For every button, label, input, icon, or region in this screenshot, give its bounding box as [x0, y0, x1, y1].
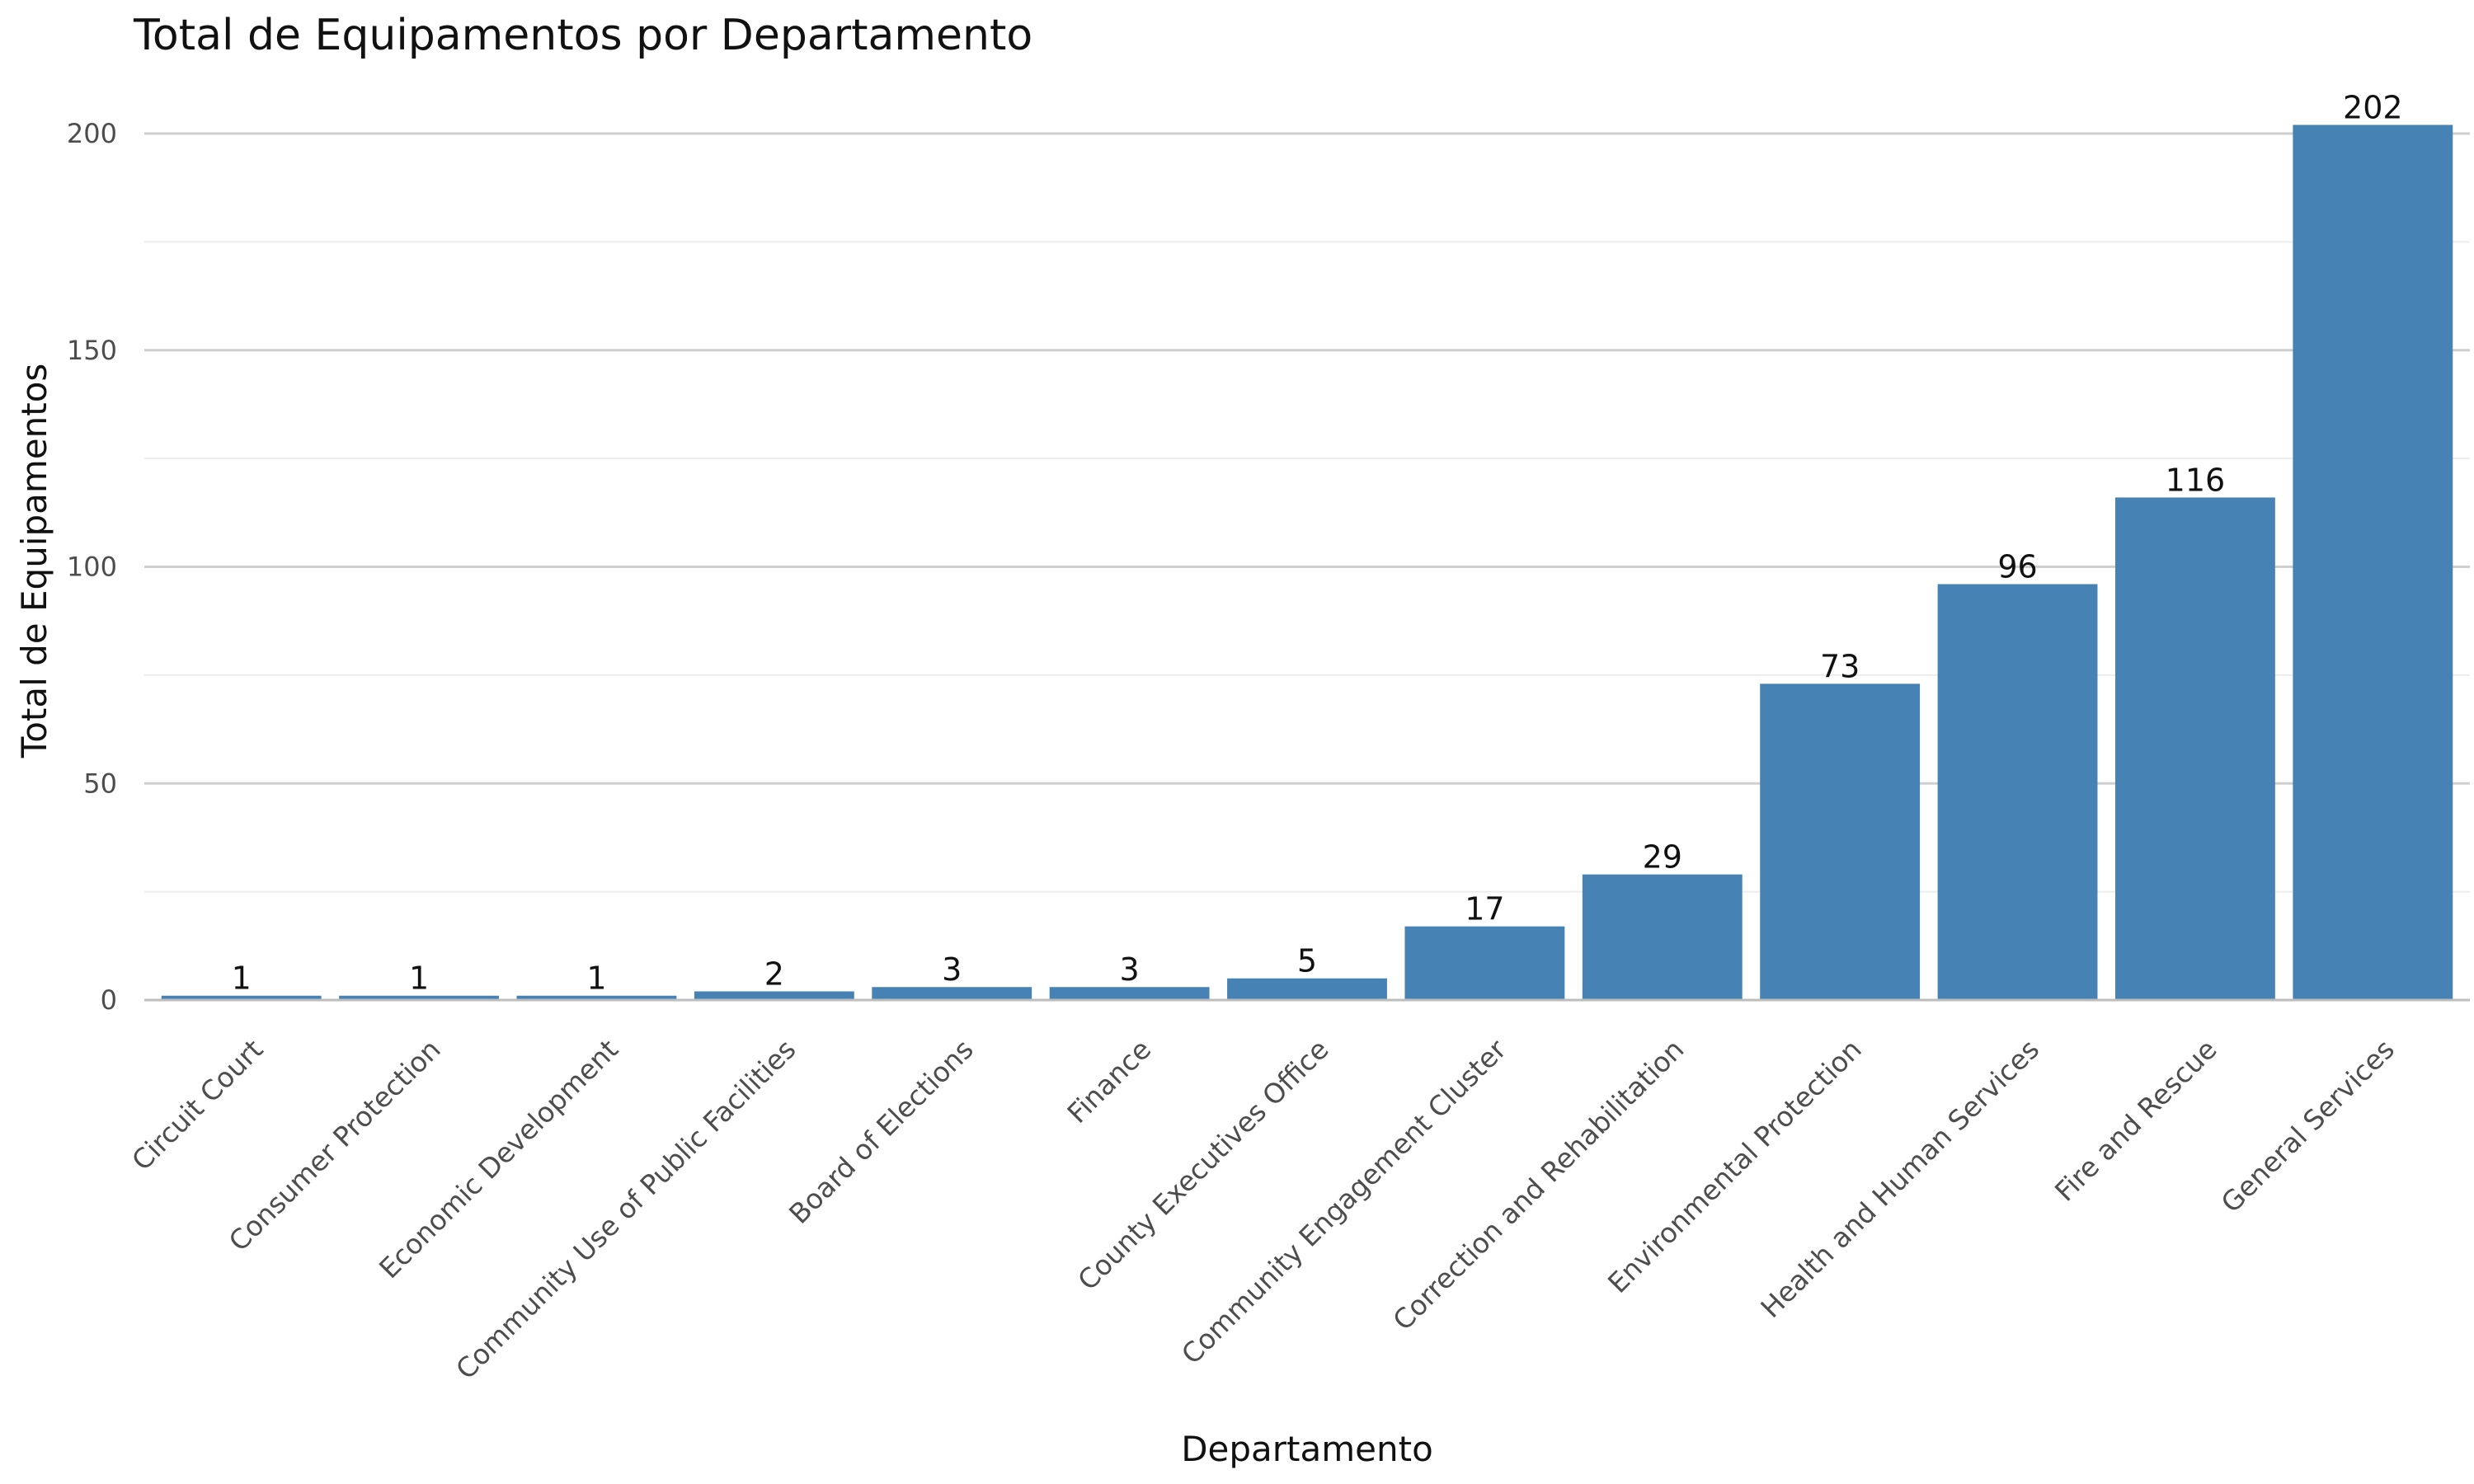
- bar: [2293, 124, 2453, 1001]
- bars: [161, 124, 2453, 1001]
- bar-value-label: 116: [2166, 462, 2226, 498]
- bar: [1760, 683, 1921, 1000]
- bar-value-label: 96: [1997, 549, 2037, 585]
- bar: [1227, 978, 1387, 1000]
- bar-value-label: 3: [942, 951, 962, 988]
- bar-value-label: 1: [586, 960, 606, 997]
- x-axis-title: Departamento: [1181, 1429, 1433, 1469]
- bar-value-label: 73: [1820, 648, 1860, 684]
- bar: [2115, 497, 2275, 1000]
- bar-value-label: 3: [1120, 951, 1140, 988]
- bar: [1582, 874, 1743, 1000]
- x-category-label: Correction and Rehabilitation: [1386, 1033, 1690, 1336]
- x-category-label: Finance: [1061, 1033, 1157, 1129]
- bar: [1404, 926, 1565, 1000]
- bar: [1937, 584, 2098, 1000]
- x-category-label: Community Engagement Cluster: [1175, 1033, 1512, 1370]
- y-axis-ticks: 0 50 100 150 200: [67, 118, 117, 1016]
- bar-value-label: 1: [409, 960, 429, 997]
- bar: [872, 987, 1032, 1000]
- x-category-label: Fire and Rescue: [2048, 1033, 2223, 1208]
- x-category-label: Circuit Court: [125, 1033, 269, 1176]
- y-tick-label: 150: [67, 335, 117, 366]
- y-axis-title: Total de Equipamentos: [14, 364, 54, 759]
- bar-value-label: 1: [232, 960, 252, 997]
- bar-value-label: 29: [1643, 839, 1682, 876]
- x-category-label: Board of Elections: [783, 1033, 980, 1230]
- value-labels: 1 1 1 2 3 3 5 17 29 73 96 116 202: [232, 89, 2403, 996]
- y-tick-label: 100: [67, 552, 117, 583]
- y-tick-label: 50: [83, 768, 117, 799]
- y-tick-label: 0: [101, 984, 117, 1016]
- bar: [1049, 987, 1210, 1000]
- bar: [161, 995, 322, 1000]
- bar: [516, 995, 677, 1000]
- gridlines: [144, 132, 2470, 893]
- bar: [694, 991, 854, 1000]
- bar: [339, 995, 499, 1000]
- x-category-label: Community Use of Public Facilities: [449, 1033, 802, 1385]
- y-tick-label: 200: [67, 118, 117, 149]
- x-category-label: Health and Human Services: [1754, 1033, 2045, 1324]
- x-category-label: General Services: [2215, 1033, 2401, 1219]
- bar-value-label: 5: [1297, 943, 1317, 979]
- bar-value-label: 202: [2343, 89, 2403, 125]
- bar-value-label: 17: [1465, 891, 1504, 928]
- chart-title: Total de Equipamentos por Departamento: [133, 11, 1032, 60]
- bar-value-label: 2: [764, 956, 784, 992]
